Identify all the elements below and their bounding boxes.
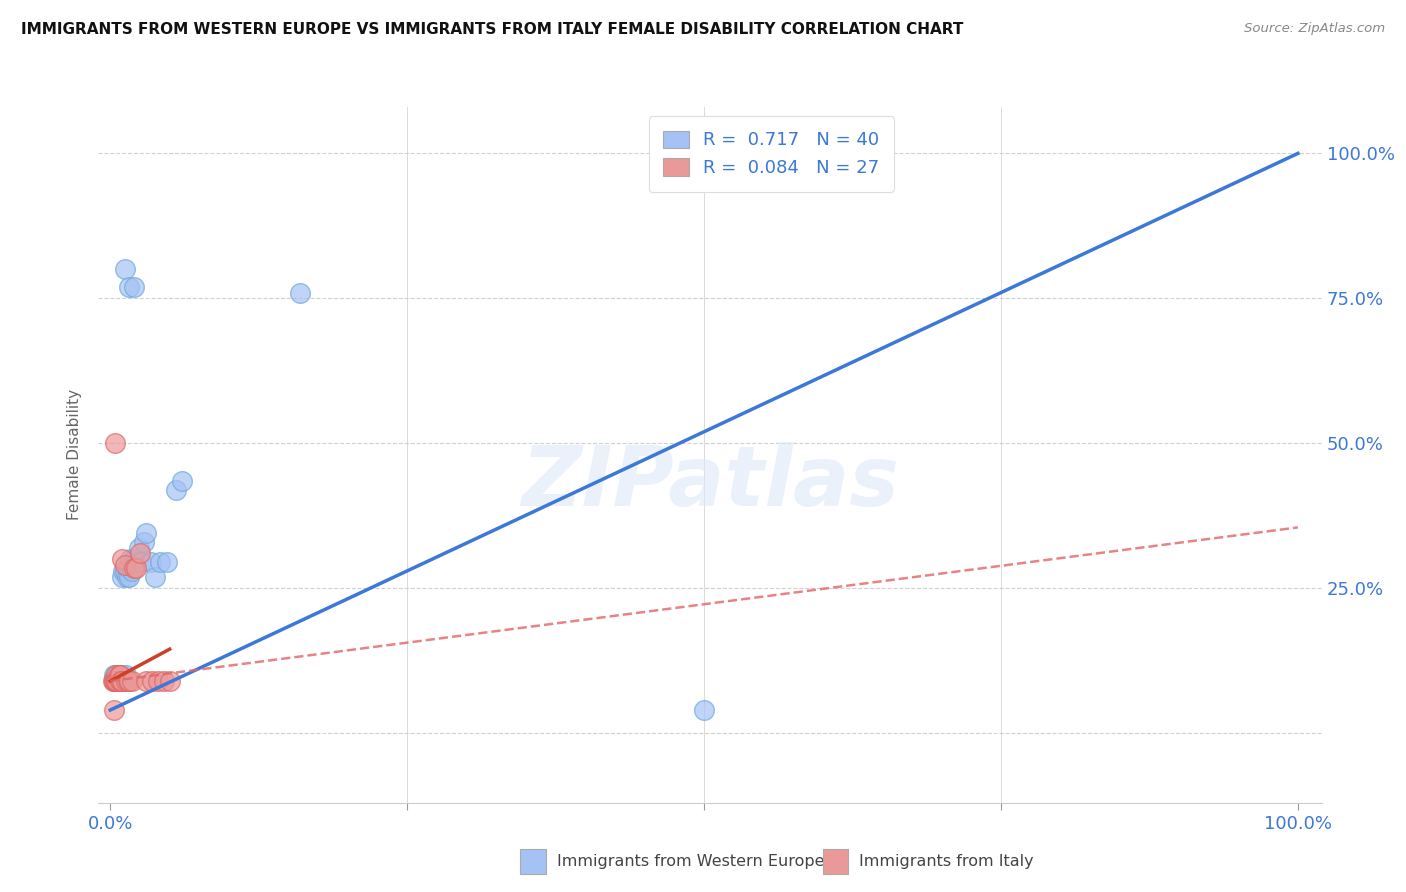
Point — [122, 280, 145, 294]
Point — [165, 483, 187, 497]
Point — [118, 280, 141, 294]
Point — [105, 674, 128, 689]
Point — [125, 555, 148, 569]
Point — [114, 564, 136, 578]
Point — [159, 674, 181, 689]
Point — [118, 570, 141, 584]
Point — [122, 552, 145, 566]
Point — [118, 674, 141, 689]
Point — [110, 674, 132, 689]
Text: Source: ZipAtlas.com: Source: ZipAtlas.com — [1244, 22, 1385, 36]
Point — [107, 668, 129, 682]
Point — [121, 564, 143, 578]
Point — [132, 534, 155, 549]
Point — [129, 555, 152, 569]
Point — [104, 674, 127, 689]
Point — [111, 570, 134, 584]
Y-axis label: Female Disability: Female Disability — [67, 389, 83, 521]
Point — [115, 570, 138, 584]
Point — [693, 703, 716, 717]
Point — [101, 674, 124, 689]
Point — [105, 668, 128, 682]
Text: ZIPatlas: ZIPatlas — [522, 442, 898, 524]
Point — [122, 561, 145, 575]
Point — [111, 674, 134, 689]
Point — [103, 703, 125, 717]
Point — [107, 668, 129, 682]
Point — [111, 668, 134, 682]
Point — [108, 674, 131, 689]
Point — [141, 674, 163, 689]
Point — [108, 668, 131, 682]
Point — [104, 668, 127, 682]
Point — [156, 555, 179, 569]
Point — [149, 555, 172, 569]
Point — [117, 561, 139, 575]
Point — [107, 674, 129, 689]
Point — [170, 474, 193, 488]
Point — [121, 674, 143, 689]
Point — [146, 674, 169, 689]
Point — [103, 674, 125, 689]
Point — [108, 668, 131, 682]
Point — [108, 674, 131, 689]
Point — [103, 668, 125, 682]
Text: IMMIGRANTS FROM WESTERN EUROPE VS IMMIGRANTS FROM ITALY FEMALE DISABILITY CORREL: IMMIGRANTS FROM WESTERN EUROPE VS IMMIGR… — [21, 22, 963, 37]
Point — [120, 552, 142, 566]
Point — [135, 674, 157, 689]
Point — [107, 674, 129, 689]
Point — [129, 546, 152, 561]
Point — [107, 674, 129, 689]
Point — [112, 564, 135, 578]
Point — [117, 674, 139, 689]
Point — [104, 674, 127, 689]
Point — [110, 674, 132, 689]
Point — [125, 561, 148, 575]
Point — [114, 558, 136, 573]
Point — [128, 541, 150, 555]
Point — [290, 285, 312, 300]
Point — [135, 526, 157, 541]
Point — [139, 555, 162, 569]
Point — [114, 674, 136, 689]
Point — [111, 552, 134, 566]
Point — [105, 668, 128, 682]
Point — [104, 436, 127, 450]
Point — [152, 674, 174, 689]
Legend: R =  0.717   N = 40, R =  0.084   N = 27: R = 0.717 N = 40, R = 0.084 N = 27 — [648, 116, 894, 192]
Point — [105, 674, 128, 689]
Point — [114, 668, 136, 682]
Point — [114, 262, 136, 277]
Text: Immigrants from Italy: Immigrants from Italy — [859, 855, 1033, 869]
Point — [145, 570, 167, 584]
Text: Immigrants from Western Europe: Immigrants from Western Europe — [557, 855, 824, 869]
Point — [107, 668, 129, 682]
Point — [103, 674, 125, 689]
